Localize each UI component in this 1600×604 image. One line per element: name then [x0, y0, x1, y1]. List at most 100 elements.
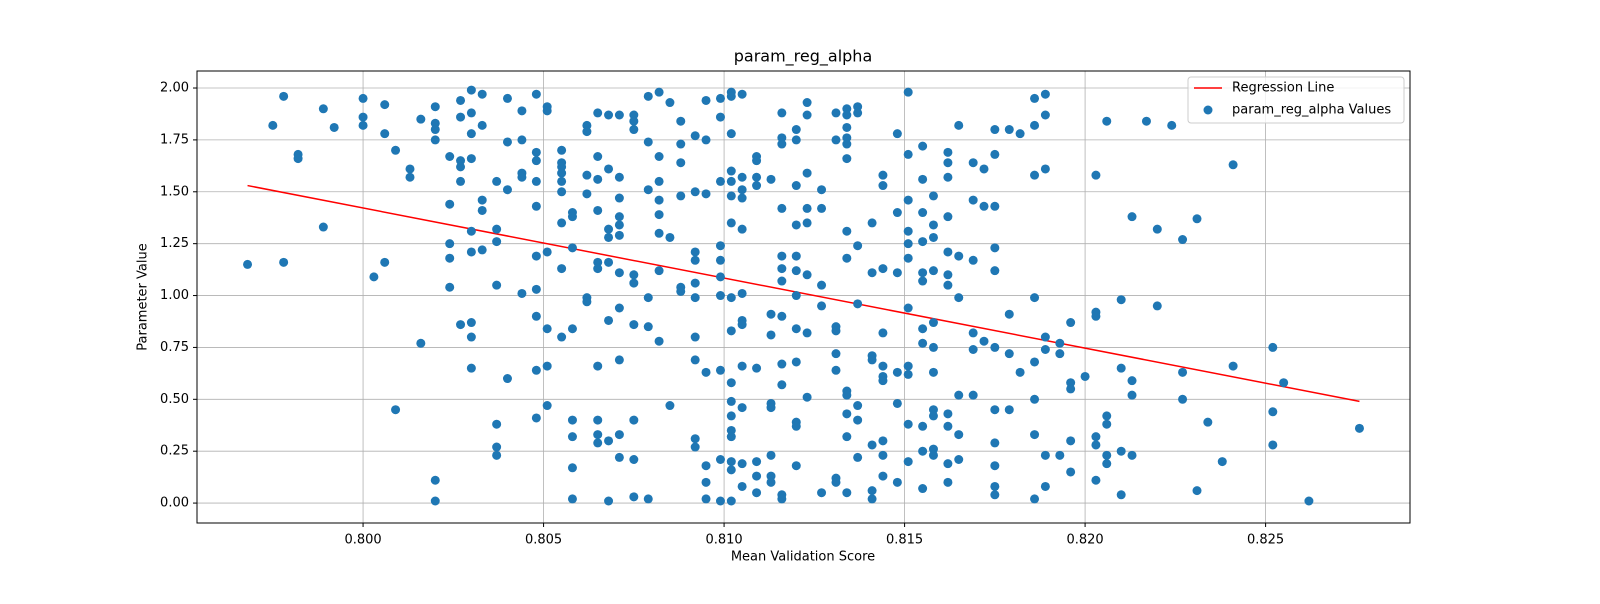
scatter-point [445, 253, 455, 263]
scatter-point [477, 89, 487, 99]
scatter-point [943, 280, 953, 290]
scatter-point [1015, 129, 1025, 139]
scatter-point [416, 114, 426, 124]
scatter-point [878, 264, 888, 274]
scatter-point [878, 170, 888, 180]
scatter-point [1127, 390, 1137, 400]
scatter-point [1030, 170, 1040, 180]
scatter-point [531, 251, 541, 261]
scatter-point [456, 162, 466, 172]
scatter-point [430, 475, 440, 485]
scatter-point [492, 224, 502, 234]
scatter-point [690, 355, 700, 365]
scatter-point [954, 251, 964, 261]
scatter-point [867, 440, 877, 450]
y-tick-label: 0.75 [160, 340, 189, 355]
scatter-point [791, 357, 801, 367]
scatter-point [791, 421, 801, 431]
scatter-point [903, 239, 913, 249]
scatter-point [726, 326, 736, 336]
scatter-point [676, 286, 686, 296]
scatter-point [466, 318, 476, 328]
scatter-point [405, 164, 415, 174]
scatter-point [1040, 89, 1050, 99]
scatter-point [654, 336, 664, 346]
scatter-point [928, 191, 938, 201]
scatter-point [954, 454, 964, 464]
scatter-point [842, 409, 852, 419]
scatter-point [629, 270, 639, 280]
scatter-point [715, 272, 725, 282]
scatter-point [1040, 450, 1050, 460]
scatter-point [928, 411, 938, 421]
scatter-point [614, 268, 624, 278]
scatter-point [726, 166, 736, 176]
scatter-point [817, 185, 827, 195]
scatter-point [831, 108, 841, 118]
scatter-point [954, 390, 964, 400]
scatter-point [1040, 345, 1050, 355]
scatter-point [477, 195, 487, 205]
legend-label: param_reg_alpha Values [1232, 103, 1391, 118]
scatter-point [690, 293, 700, 303]
scatter-point [802, 328, 812, 338]
scatter-point [701, 95, 711, 105]
scatter-point [918, 268, 928, 278]
scatter-point [853, 241, 863, 251]
scatter-point [567, 212, 577, 222]
scatter-point [842, 253, 852, 263]
scatter-point [737, 481, 747, 491]
scatter-point [614, 212, 624, 222]
scatter-point [918, 324, 928, 334]
scatter-point [643, 137, 653, 147]
scatter-point [802, 392, 812, 402]
x-tick-label: 0.820 [1066, 533, 1103, 548]
scatter-point [737, 193, 747, 203]
y-tick-label: 1.75 [160, 132, 189, 147]
scatter-point [990, 342, 1000, 352]
scatter-point [466, 108, 476, 118]
scatter-point [643, 494, 653, 504]
scatter-point [726, 432, 736, 442]
scatter-point [777, 108, 787, 118]
scatter-point [1030, 93, 1040, 103]
scatter-point [766, 330, 776, 340]
scatter-point [737, 288, 747, 298]
scatter-point [391, 145, 401, 155]
scatter-point [968, 195, 978, 205]
scatter-point [990, 243, 1000, 253]
scatter-point [1066, 384, 1076, 394]
scatter-point [777, 139, 787, 149]
legend-box [1187, 76, 1405, 124]
scatter-point [531, 89, 541, 99]
scatter-point [817, 301, 827, 311]
scatter-point [629, 125, 639, 135]
scatter-point [853, 299, 863, 309]
scatter-point [791, 291, 801, 301]
scatter-point [531, 176, 541, 186]
scatter-point [752, 363, 762, 373]
scatter-point [1004, 349, 1014, 359]
scatter-point [990, 149, 1000, 159]
scatter-point [737, 89, 747, 99]
scatter-point [943, 147, 953, 157]
scatter-point [726, 378, 736, 388]
scatter-point [531, 147, 541, 157]
scatter-point [1354, 423, 1364, 433]
scatter-point [654, 228, 664, 238]
scatter-point [943, 212, 953, 222]
scatter-point [582, 297, 592, 307]
scatter-point [1066, 467, 1076, 477]
scatter-point [892, 398, 902, 408]
scatter-point [791, 461, 801, 471]
scatter-point [380, 257, 390, 267]
scatter-point [268, 120, 278, 130]
scatter-point [531, 284, 541, 294]
scatter-point [676, 116, 686, 126]
scatter-point [802, 110, 812, 120]
scatter-point [737, 224, 747, 234]
scatter-point [492, 280, 502, 290]
scatter-point [1004, 125, 1014, 135]
scatter-point [582, 127, 592, 137]
scatter-point [878, 450, 888, 460]
